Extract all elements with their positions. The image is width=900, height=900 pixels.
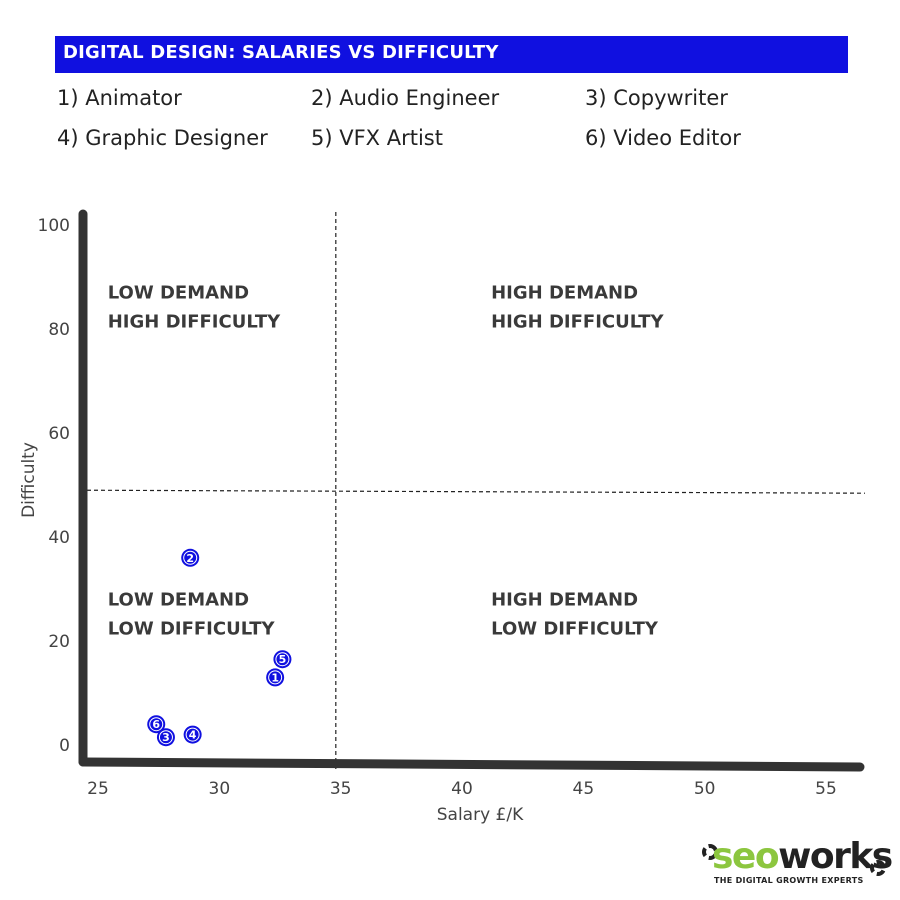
data-point-label: 4	[189, 729, 197, 742]
y-tick-label: 20	[48, 632, 70, 652]
y-tick-label: 60	[48, 424, 70, 444]
y-axis-label: Difficulty	[19, 442, 39, 518]
gear-icon	[870, 860, 886, 876]
y-tick-label: 0	[59, 736, 70, 756]
quadrant-label: HIGH DIFFICULTY	[491, 312, 664, 333]
quadrant-label: HIGH DEMAND	[491, 283, 638, 304]
seoworks-logo: seoworks THE DIGITAL GROWTH EXPERTS	[700, 836, 893, 892]
data-point-label: 2	[186, 552, 194, 565]
x-tick-label: 50	[694, 779, 716, 799]
data-point-label: 3	[162, 731, 170, 744]
y-tick-label: 80	[48, 320, 70, 340]
data-point-ring	[185, 727, 200, 742]
quadrant-label: LOW DEMAND	[108, 589, 249, 610]
data-point-ring	[275, 652, 290, 667]
quadrant-label: HIGH DEMAND	[491, 589, 638, 610]
legend-item: 4) Graphic Designer	[57, 126, 268, 150]
legend-item: 6) Video Editor	[585, 126, 741, 150]
quadrant-label: HIGH DIFFICULTY	[108, 312, 281, 333]
data-point-ring	[149, 717, 164, 732]
x-tick-label: 40	[451, 779, 473, 799]
x-tick-label: 55	[815, 779, 837, 799]
legend-item: 5) VFX Artist	[311, 126, 443, 150]
x-tick-label: 25	[87, 779, 109, 799]
title-bar: DIGITAL DESIGN: SALARIES VS DIFFICULTY	[55, 36, 848, 73]
quadrant-label: LOW DIFFICULTY	[108, 618, 276, 639]
y-tick-label: 40	[48, 528, 70, 548]
x-tick-label: 45	[573, 779, 595, 799]
x-axis-label: Salary £/K	[437, 805, 524, 825]
y-tick-label: 100	[38, 216, 70, 236]
logo-wordmark: seoworks	[712, 836, 893, 877]
data-point-label: 1	[271, 671, 279, 684]
legend: 1) Animator 2) Audio Engineer 3) Copywri…	[0, 0, 900, 160]
data-point-ring	[183, 550, 198, 565]
legend-item: 3) Copywriter	[585, 86, 728, 110]
x-axis-line	[78, 757, 865, 772]
chart-title: DIGITAL DESIGN: SALARIES VS DIFFICULTY	[63, 42, 499, 63]
x-tick-label: 30	[209, 779, 231, 799]
data-point-ring	[268, 670, 283, 685]
gear-icon	[702, 844, 718, 860]
quadrant-label: LOW DIFFICULTY	[491, 618, 659, 639]
x-tick-label: 35	[330, 779, 352, 799]
data-point-label: 6	[152, 718, 160, 731]
data-point-label: 5	[279, 653, 287, 666]
logo-tagline: THE DIGITAL GROWTH EXPERTS	[714, 876, 864, 885]
quadrant-label: LOW DEMAND	[108, 283, 249, 304]
data-point-ring	[158, 730, 173, 745]
quadrant-divider-horizontal	[79, 489, 866, 494]
legend-item: 2) Audio Engineer	[311, 86, 500, 110]
legend-item: 1) Animator	[57, 86, 182, 110]
